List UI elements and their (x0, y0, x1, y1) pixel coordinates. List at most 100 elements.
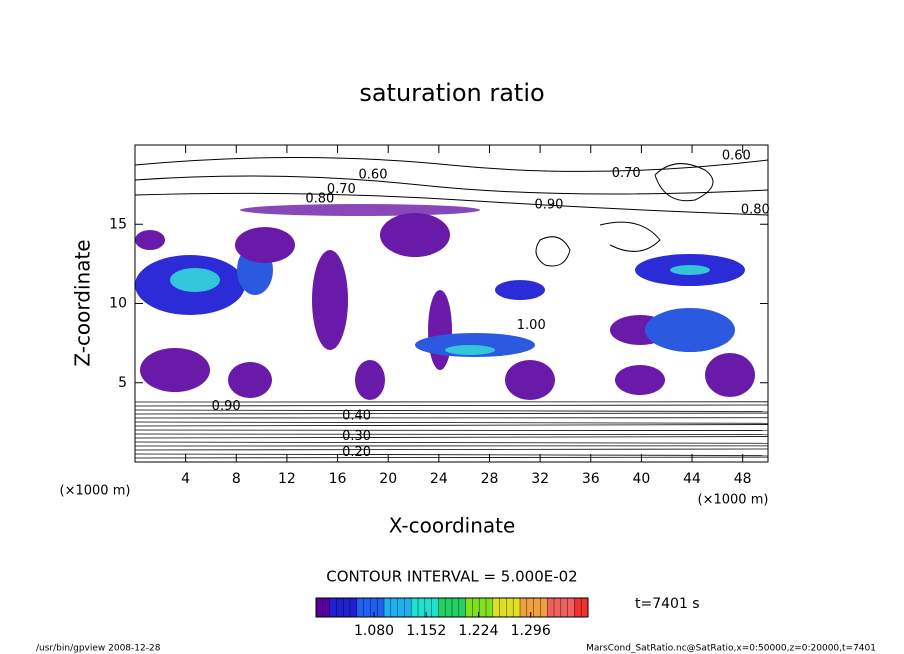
x-tick-label: 20 (379, 471, 397, 487)
colorbar: 1.080 1.152 1.224 1.296 (315, 597, 589, 639)
contour-line (134, 433, 769, 436)
contour-line (134, 456, 769, 459)
x-tick-label: 44 (683, 471, 701, 487)
colorbar-cell (438, 598, 446, 617)
colorbar-tick-label: 1.296 (511, 623, 551, 639)
contour-line (134, 436, 769, 439)
contour-line (134, 429, 769, 431)
colorbar-tick-label: 1.224 (458, 623, 498, 639)
x-tick-label: 16 (329, 471, 347, 487)
blob (312, 250, 348, 350)
colorbar-cell (533, 598, 541, 617)
colorbar-cell (581, 598, 589, 617)
colorbar-cell (370, 598, 378, 617)
colorbar-cell (431, 598, 439, 617)
colorbar-cell (329, 598, 337, 617)
colorbar-cell (363, 598, 371, 617)
colorbar-cell (574, 598, 582, 617)
blob (235, 227, 295, 263)
colorbar-cell (445, 598, 453, 617)
contour-line (134, 412, 769, 415)
blob (428, 290, 452, 370)
colorbar-cell (404, 598, 412, 617)
blob (240, 204, 480, 216)
colorbar-cell (472, 598, 480, 617)
contour-label: 0.60 (359, 168, 388, 183)
contour-line (134, 453, 769, 456)
x-tick-label: 40 (632, 471, 650, 487)
contour-line (134, 424, 769, 427)
colorbar-cell (540, 598, 548, 617)
colorbar-cell (411, 598, 419, 617)
colorbar-cell (418, 598, 426, 617)
contour-line (654, 163, 714, 202)
x-tick-label: 8 (232, 471, 241, 487)
colorbar-cell (520, 598, 528, 617)
blob (645, 308, 735, 352)
contour-label: 0.40 (342, 409, 371, 424)
colorbar-tick-label: 1.080 (354, 623, 394, 639)
x-tick-label: 36 (582, 471, 600, 487)
colorbar-cell (513, 598, 521, 617)
contour-line (134, 175, 769, 195)
y-axis-label: Z-coordinate (71, 239, 95, 366)
contour-label: 0.20 (342, 445, 371, 460)
colorbar-frame (315, 597, 589, 618)
blob (445, 345, 495, 355)
colorbar-cell (424, 598, 433, 617)
colorbar-cell (397, 598, 405, 617)
contour-label: 0.70 (327, 182, 356, 197)
contour-label: 0.90 (212, 399, 241, 414)
y-tick-label: 5 (118, 375, 127, 391)
footer-left: /usr/bin/gpview 2008-12-28 (36, 644, 161, 654)
blob (505, 360, 555, 400)
time-label: t=7401 s (635, 596, 700, 612)
x-tick-label: 32 (531, 471, 549, 487)
blob (415, 333, 535, 357)
blob (135, 230, 165, 250)
colorbar-cell (479, 598, 487, 617)
x-axis-label: X-coordinate (389, 514, 516, 538)
contour-line (599, 221, 661, 252)
colorbar-cell (499, 598, 507, 617)
blob (228, 362, 272, 398)
colorbar-tick-label: 1.152 (406, 623, 446, 639)
colorbar-cell (458, 598, 467, 617)
colorbar-cell (336, 598, 344, 617)
colorbar-cell (377, 598, 385, 617)
blob (495, 280, 545, 300)
contour-interval: CONTOUR INTERVAL = 5.000E-02 (326, 568, 577, 586)
contour-line (134, 409, 769, 412)
colorbar-cell (567, 598, 575, 617)
field (134, 157, 769, 400)
x-tick-label: 24 (430, 471, 448, 487)
chart-title: saturation ratio (359, 79, 544, 107)
colorbar-cell (486, 598, 494, 617)
contour-label: 0.60 (722, 149, 751, 164)
colorbar-cell (452, 598, 460, 617)
colorbar-cell (506, 598, 514, 617)
contour-line (134, 421, 769, 424)
colorbar-cell (547, 598, 555, 617)
colorbar-cell (465, 598, 473, 617)
colorbar-cell (322, 598, 331, 617)
blob (380, 213, 450, 257)
strata (134, 401, 769, 459)
contour-line (535, 236, 571, 267)
contour-label: 0.90 (535, 198, 564, 213)
footer-right: MarsCond_SatRatio.nc@SatRatio,x=0:50000,… (586, 644, 876, 654)
colorbar-cell (350, 598, 358, 617)
colorbar-cell (390, 598, 399, 617)
contour-label: 0.70 (612, 166, 641, 181)
contour-line (134, 404, 769, 407)
y-tick-label: 15 (109, 216, 127, 232)
colorbar-cell (526, 598, 535, 617)
colorbar-cell (343, 598, 351, 617)
blob (705, 353, 755, 397)
contour-line (134, 192, 769, 216)
contour-line (134, 441, 769, 444)
blob (355, 360, 385, 400)
blob (140, 348, 210, 392)
y-tick-label: 10 (109, 296, 127, 312)
